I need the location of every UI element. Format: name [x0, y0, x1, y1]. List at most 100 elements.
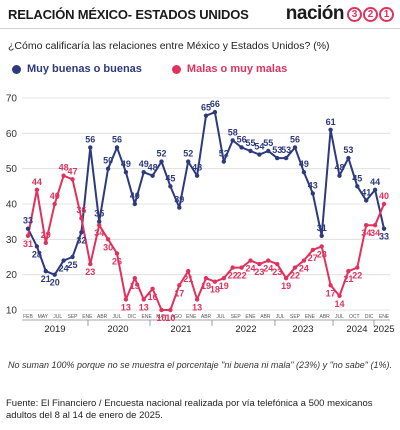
data-point-good	[159, 159, 164, 164]
data-point-bad	[248, 258, 253, 263]
brand-logo: nación 3 2 1	[286, 3, 394, 25]
logo-digit: 2	[363, 6, 378, 22]
data-point-bad	[34, 187, 40, 193]
data-point-good	[248, 148, 253, 154]
data-point-good	[52, 272, 57, 277]
data-label-good: 35	[94, 209, 104, 219]
data-point-good	[301, 170, 307, 175]
data-point-bad	[381, 201, 387, 207]
data-point-bad	[150, 286, 155, 291]
data-label-bad: 34	[361, 228, 371, 238]
x-year-label: 2022	[235, 324, 256, 335]
x-tick-label: JUL	[113, 314, 122, 320]
y-tick-label: 70	[6, 94, 18, 105]
logo-digit: 1	[379, 6, 394, 22]
data-label-bad: 21	[183, 274, 193, 284]
data-label-good: 49	[121, 159, 131, 169]
data-label-bad: 34	[94, 228, 104, 238]
data-point-bad	[301, 258, 307, 263]
x-tick-label: AGO	[171, 314, 182, 320]
data-label-good: 20	[50, 278, 60, 288]
data-point-good	[239, 145, 244, 150]
data-point-bad	[346, 268, 351, 274]
data-point-good	[43, 268, 48, 274]
data-label-good: 56	[112, 134, 122, 144]
data-point-good	[186, 159, 191, 164]
x-tick-label: ENE	[142, 314, 153, 320]
data-point-good	[132, 201, 137, 207]
legend-dot-good	[12, 64, 21, 74]
data-label-good: 53	[343, 145, 353, 155]
data-label-good: 33	[379, 232, 389, 242]
data-label-good: 48	[148, 163, 158, 173]
y-tick-label: 50	[6, 164, 18, 175]
data-label-good: 52	[156, 149, 166, 159]
data-label-bad: 23	[85, 267, 95, 277]
data-label-bad: 19	[130, 281, 140, 291]
data-point-bad	[364, 223, 369, 228]
data-point-good	[372, 187, 378, 193]
data-point-bad	[43, 240, 48, 246]
data-point-good	[141, 170, 146, 175]
data-point-good	[328, 127, 333, 132]
data-label-bad: 24	[299, 264, 309, 274]
data-label-bad: 24	[245, 264, 255, 274]
x-tick-label: ENE	[186, 314, 197, 320]
data-label-good: 55	[263, 138, 273, 148]
data-point-good	[319, 233, 324, 238]
data-label-good: 41	[361, 187, 371, 197]
x-year-label: 2021	[170, 324, 191, 335]
data-point-good	[61, 258, 66, 263]
data-point-good	[203, 113, 209, 118]
data-point-good	[34, 244, 40, 249]
x-tick-label: JUL	[53, 314, 62, 320]
y-tick-label: 60	[6, 129, 18, 140]
data-point-good	[292, 145, 298, 150]
data-label-bad: 22	[237, 271, 247, 281]
data-label-bad: 40	[50, 191, 60, 201]
data-point-bad	[337, 293, 342, 299]
data-point-bad	[212, 279, 218, 284]
header-divider	[0, 28, 400, 29]
data-label-good: 28	[32, 249, 42, 259]
data-point-bad	[132, 276, 137, 281]
data-label-bad: 18	[210, 285, 220, 295]
data-label-bad: 19	[201, 281, 211, 291]
x-year-label: 2023	[292, 324, 313, 335]
data-label-bad: 40	[379, 191, 389, 201]
data-point-bad	[70, 177, 75, 182]
series-line-good	[27, 111, 385, 276]
data-label-bad: 19	[219, 281, 229, 291]
x-tick-label: JUL	[276, 314, 285, 320]
data-label-good: 32	[76, 235, 86, 245]
data-point-good	[105, 166, 111, 171]
data-point-bad	[230, 265, 235, 270]
data-point-good	[337, 173, 342, 178]
data-label-good: 39	[174, 195, 184, 205]
data-point-bad	[177, 283, 182, 288]
data-label-bad: 22	[290, 271, 300, 281]
x-tick-label: FEB	[23, 314, 33, 320]
x-tick-label: ABR	[201, 314, 212, 320]
data-label-bad: 27	[308, 253, 318, 263]
data-point-good	[168, 184, 173, 189]
x-tick-label: JUL	[216, 314, 225, 320]
data-label-bad: 17	[326, 288, 336, 298]
data-label-good: 55	[245, 138, 255, 148]
data-point-good	[194, 173, 200, 178]
data-label-good: 52	[183, 149, 193, 159]
x-tick-label: ABR	[97, 314, 108, 320]
data-point-bad	[123, 297, 129, 302]
data-point-good	[275, 155, 280, 161]
data-point-good	[230, 138, 235, 143]
survey-question: ¿Cómo calificaría las relaciones entre M…	[8, 40, 330, 52]
data-label-bad: 13	[121, 302, 131, 312]
y-tick-label: 30	[6, 235, 18, 246]
data-label-good: 54	[254, 142, 264, 152]
data-point-bad	[97, 223, 102, 228]
legend-item-bad: Malas o muy malas	[171, 63, 287, 75]
x-year-label: 2020	[107, 324, 128, 335]
data-point-bad	[283, 276, 289, 281]
data-label-bad: 31	[23, 239, 33, 249]
y-tick-label: 10	[6, 306, 18, 317]
